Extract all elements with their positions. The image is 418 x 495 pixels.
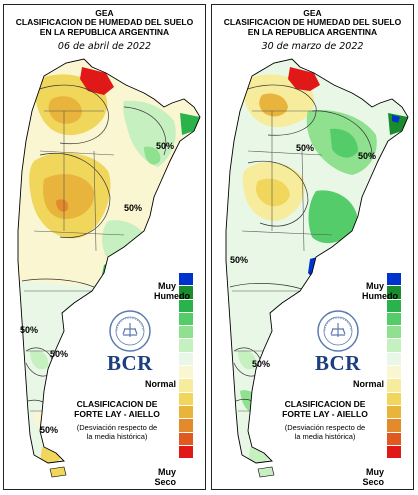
method-note-line2: la media histórica) bbox=[294, 432, 356, 441]
argentina-soil-moisture-map: 50% 50% 50% 50% bbox=[225, 58, 409, 478]
contour-label: 50% bbox=[124, 203, 142, 213]
very-humid-patch bbox=[392, 115, 400, 123]
legend-swatch bbox=[387, 273, 401, 287]
dry-core-north bbox=[48, 96, 82, 124]
very-humid-buenos-aires bbox=[308, 257, 334, 279]
humid-misiones bbox=[180, 113, 200, 135]
contour-label: 50% bbox=[358, 151, 376, 161]
moisture-legend bbox=[387, 273, 401, 460]
method-note-line1: (Desviación respecto de bbox=[76, 423, 158, 432]
legend-label-very-dry: Muy Seco bbox=[362, 467, 384, 487]
tierra-del-fuego bbox=[49, 466, 67, 478]
legend-swatch bbox=[179, 286, 193, 300]
map-panel-right: GEA CLASIFICACION DE HUMEDAD DEL SUELO E… bbox=[211, 4, 414, 490]
legend-swatch bbox=[179, 379, 193, 393]
legend-label-very-humid: Muy Humedo bbox=[154, 281, 190, 301]
method-line2: FORTE LAY - AIELLO bbox=[74, 409, 160, 419]
legend-swatch bbox=[179, 432, 193, 446]
humid-ba-coast bbox=[316, 265, 342, 289]
humid-region-ne bbox=[123, 100, 176, 167]
dry-core-center bbox=[43, 174, 95, 219]
method-note-line1: (Desviación respecto de bbox=[284, 423, 366, 432]
bcr-logo-text: BCR bbox=[107, 351, 153, 375]
humid-patch-south bbox=[238, 349, 257, 370]
contour-label: 50% bbox=[230, 255, 248, 265]
humid-core-ne bbox=[330, 128, 358, 158]
panel-title-line1: CLASIFICACION DE HUMEDAD DEL SUELO bbox=[223, 17, 402, 27]
country-outline bbox=[17, 58, 201, 464]
legend-swatch bbox=[387, 366, 401, 380]
legend-swatch bbox=[179, 312, 193, 327]
legend-swatch bbox=[387, 379, 401, 393]
legend-label-very-humid: Muy Humedo bbox=[362, 281, 398, 301]
country-outline bbox=[225, 58, 409, 464]
humid-east bbox=[308, 190, 358, 244]
legend-swatch bbox=[387, 432, 401, 446]
legend-label-normal: Normal bbox=[144, 379, 176, 389]
argentina-soil-moisture-map: 50% 50% 50% 50% 50% bbox=[17, 58, 201, 478]
legend-swatch bbox=[387, 286, 401, 300]
method-note-line2: la media histórica) bbox=[86, 432, 148, 441]
bcr-logo-text: BCR bbox=[315, 351, 361, 375]
humid-patch-ne bbox=[144, 146, 161, 165]
legend-swatch bbox=[179, 419, 193, 433]
contour-label: 50% bbox=[252, 359, 270, 369]
contour-label: 50% bbox=[40, 425, 58, 435]
legend-swatch bbox=[179, 366, 193, 380]
legend-swatch bbox=[387, 445, 401, 460]
legend-swatch bbox=[179, 326, 193, 340]
humid-patch-south bbox=[30, 349, 49, 370]
dry-core-north bbox=[259, 93, 288, 117]
panel-title-line2: EN LA REPUBLICA ARGENTINA bbox=[247, 27, 378, 37]
very-dry-core-center bbox=[56, 199, 69, 212]
legend-swatch bbox=[179, 339, 193, 353]
panel-title-line2: EN LA REPUBLICA ARGENTINA bbox=[39, 27, 170, 37]
legend-swatch bbox=[387, 419, 401, 433]
panel-org-label: GEA bbox=[303, 8, 322, 18]
legend-swatch bbox=[179, 405, 193, 420]
method-line1: CLASIFICACION DE bbox=[284, 399, 366, 409]
legend-swatch bbox=[387, 312, 401, 327]
very-dry-northeast bbox=[288, 67, 320, 91]
humid-patch-tierra bbox=[248, 447, 272, 463]
legend-swatch bbox=[179, 273, 193, 287]
panel-title-line1: CLASIFICACION DE HUMEDAD DEL SUELO bbox=[15, 17, 194, 27]
legend-swatch bbox=[179, 392, 193, 406]
legend-swatch bbox=[387, 326, 401, 340]
legend-swatch bbox=[179, 299, 193, 313]
legend-swatch bbox=[387, 299, 401, 313]
contour-label: 50% bbox=[296, 143, 314, 153]
map-panel-left: GEA CLASIFICACION DE HUMEDAD DEL SUELO E… bbox=[3, 4, 206, 490]
legend-swatch bbox=[179, 445, 193, 460]
tierra-del-fuego bbox=[257, 466, 275, 478]
legend-swatch bbox=[387, 405, 401, 420]
legend-label-very-dry: Muy Seco bbox=[154, 467, 176, 487]
legend-label-normal: Normal bbox=[352, 379, 384, 389]
contour-label: 50% bbox=[20, 325, 38, 335]
bcr-seal-logo bbox=[109, 310, 151, 352]
moisture-legend bbox=[179, 273, 193, 460]
legend-swatch bbox=[387, 392, 401, 406]
method-line2: FORTE LAY - AIELLO bbox=[282, 409, 368, 419]
contour-label: 50% bbox=[156, 141, 174, 151]
contour-label: 50% bbox=[50, 349, 68, 359]
bcr-seal-logo bbox=[317, 310, 359, 352]
legend-swatch bbox=[387, 352, 401, 367]
legend-swatch bbox=[387, 339, 401, 353]
very-dry-northeast bbox=[80, 67, 114, 95]
dry-core-center bbox=[256, 178, 290, 207]
method-line1: CLASIFICACION DE bbox=[76, 399, 158, 409]
legend-swatch bbox=[179, 352, 193, 367]
dry-patch-tierra bbox=[40, 447, 64, 463]
panel-date: 30 de marzo de 2022 bbox=[261, 41, 364, 52]
panel-date: 06 de abril de 2022 bbox=[57, 41, 152, 52]
humid-buenos-aires bbox=[102, 263, 124, 280]
panel-org-label: GEA bbox=[95, 8, 114, 18]
